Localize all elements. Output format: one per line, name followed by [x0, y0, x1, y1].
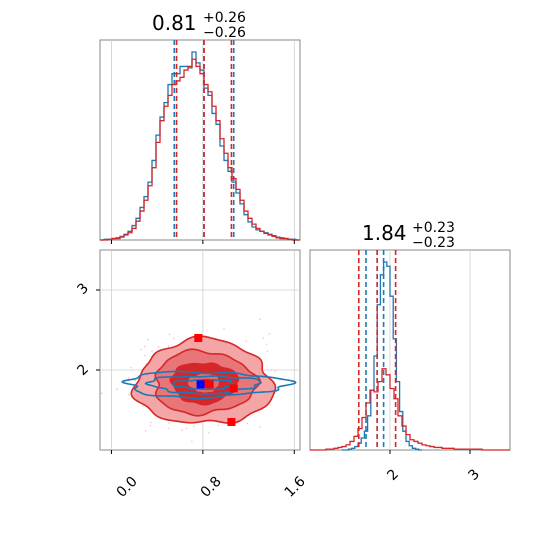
sample-point	[115, 388, 118, 391]
title-param2-sub: −0.23	[412, 235, 455, 251]
sample-point	[217, 424, 220, 427]
sample-point	[258, 318, 261, 320]
title-param1-main: 0.81	[152, 11, 197, 35]
bottom-x-tick-0: 0.0	[114, 474, 141, 501]
sample-point	[246, 422, 249, 425]
sample-point	[144, 354, 146, 357]
histogram-series-0	[100, 51, 300, 241]
histogram-param1-panel	[99, 39, 301, 244]
contour-panel	[96, 249, 301, 454]
sample-point	[134, 379, 137, 382]
sample-point	[167, 345, 170, 348]
sample-point	[130, 366, 133, 369]
bottom-x-tick-1: 0.8	[198, 474, 225, 501]
sample-point	[208, 431, 210, 434]
red-marker	[229, 384, 238, 393]
left-y-tick-2: 2	[74, 361, 92, 379]
right-x-tick-3: 3	[465, 466, 483, 484]
sample-point	[258, 426, 261, 428]
sample-point	[128, 393, 130, 396]
sample-point	[190, 440, 193, 443]
sample-point	[266, 350, 269, 353]
sample-point	[151, 350, 153, 352]
title-param1-sub: −0.26	[203, 25, 246, 41]
sample-point	[127, 377, 130, 380]
sample-point	[167, 422, 170, 424]
sample-point	[262, 337, 265, 339]
title-param1-sup: +0.26	[203, 10, 246, 26]
title-param2-sup: +0.23	[412, 220, 455, 236]
sample-point	[167, 427, 170, 430]
histogram-series-1	[310, 368, 510, 451]
sample-point	[181, 429, 184, 432]
sample-point	[245, 340, 248, 343]
red-marker	[227, 418, 236, 426]
sample-point	[185, 427, 188, 430]
sample-point	[168, 333, 171, 336]
blue-contour-0	[121, 370, 297, 400]
title-param2-main: 1.84	[362, 221, 407, 245]
sample-point	[100, 392, 103, 395]
sample-point	[146, 338, 149, 341]
right-x-tick-2: 2	[384, 466, 402, 484]
sample-point	[192, 425, 195, 428]
bottom-x-tick-2: 1.6	[282, 474, 309, 501]
sample-point	[144, 430, 147, 432]
sample-point	[274, 370, 277, 373]
histogram-param2-panel	[309, 249, 511, 454]
red-marker	[205, 380, 214, 389]
panel-frame	[309, 249, 511, 451]
sample-point	[265, 343, 268, 346]
sample-point	[270, 368, 273, 371]
histogram-series-1	[100, 58, 300, 241]
sample-point	[268, 332, 271, 335]
sample-point	[142, 405, 144, 408]
red-marker	[194, 334, 203, 342]
blue-marker	[196, 380, 205, 389]
sample-point	[149, 421, 152, 424]
sample-point	[223, 328, 225, 330]
red-marker	[201, 379, 210, 388]
sample-point	[149, 424, 152, 427]
sample-point	[140, 348, 142, 351]
sample-point	[172, 337, 175, 340]
sample-point	[157, 345, 160, 348]
left-y-tick-3: 3	[74, 280, 92, 298]
blue-contour-2	[171, 378, 234, 391]
sample-point	[143, 345, 146, 348]
